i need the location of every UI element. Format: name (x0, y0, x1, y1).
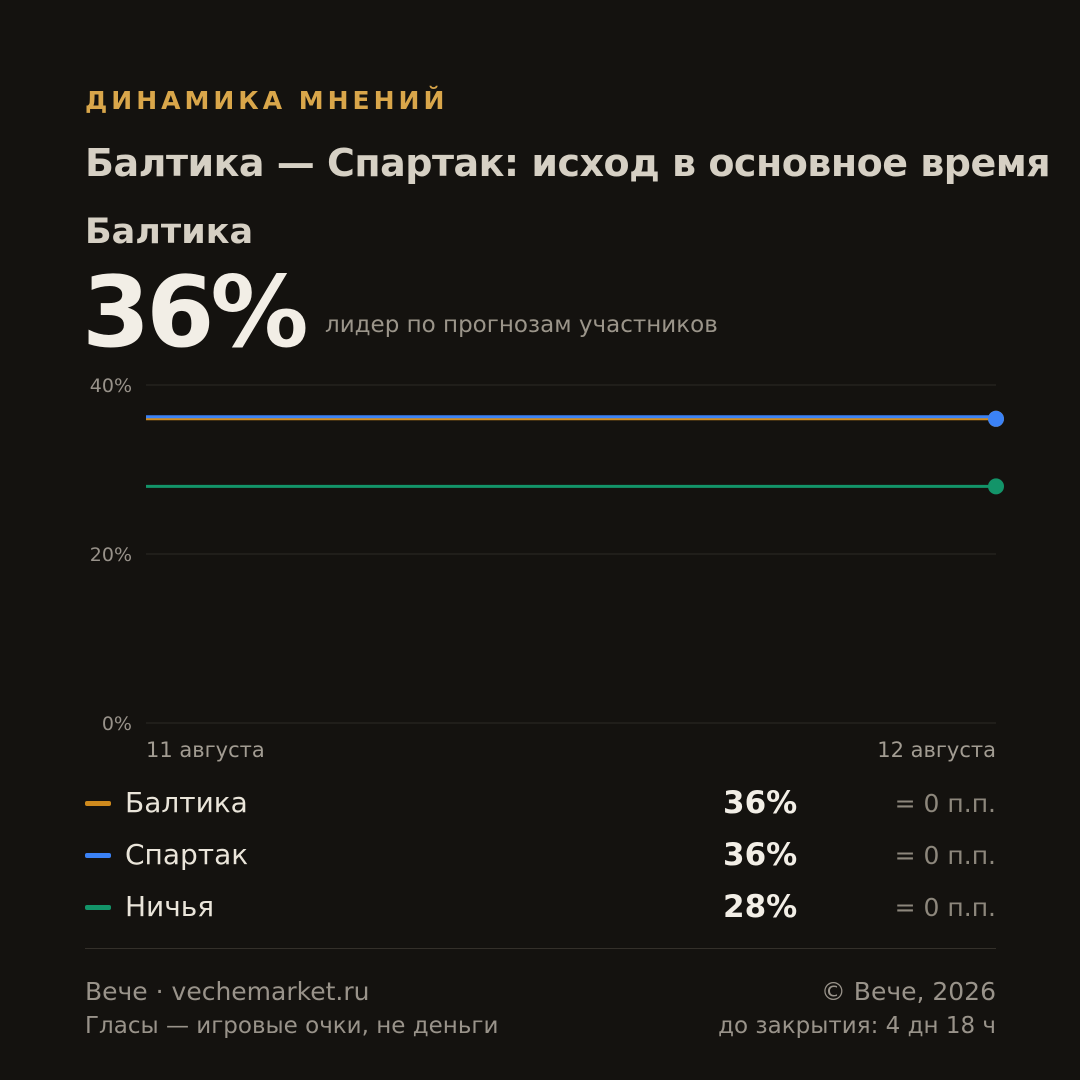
legend-item-draw: Ничья 28% = 0 п.п. (85, 889, 996, 929)
legend-value: 28% (723, 889, 798, 925)
legend-swatch (85, 853, 111, 858)
footer-copyright: © Вече, 2026 (820, 977, 996, 1006)
page-title: Балтика — Спартак: исход в основное врем… (85, 141, 1051, 185)
line-chart: 0% 20% 40% 11 августа 12 августа (90, 375, 1004, 762)
legend-item-baltika: Балтика 36% = 0 п.п. (85, 785, 996, 825)
x-tick-label: 11 августа (146, 738, 265, 762)
legend-label: Спартак (125, 838, 249, 871)
legend-value: 36% (723, 785, 798, 821)
legend-delta: = 0 п.п. (894, 841, 996, 870)
legend-item-spartak: Спартак 36% = 0 п.п. (85, 837, 996, 877)
leader-percentage: 36% (82, 256, 309, 370)
series-endpoint-2 (988, 478, 1004, 495)
footer-brand: Вече · vechemarket.ru (85, 977, 370, 1006)
x-tick-label: 12 августа (877, 738, 996, 762)
footer-note: Гласы — игровые очки, не деньги (85, 1013, 499, 1039)
legend-delta: = 0 п.п. (894, 789, 996, 818)
legend-swatch (85, 801, 111, 806)
legend-label: Ничья (125, 890, 215, 923)
closing-countdown: до закрытия: 4 дн 18 ч (718, 1013, 996, 1039)
legend-delta: = 0 п.п. (894, 893, 996, 922)
y-tick-label: 20% (90, 544, 132, 566)
footer-divider (85, 948, 996, 949)
legend-swatch (85, 905, 111, 910)
legend-label: Балтика (125, 786, 248, 819)
leader-caption: лидер по прогнозам участников (325, 312, 718, 338)
leader-name: Балтика (85, 212, 254, 252)
section-kicker: ДИНАМИКА МНЕНИЙ (85, 86, 449, 115)
y-tick-label: 0% (102, 713, 132, 735)
series-endpoint-1 (988, 410, 1004, 427)
legend-value: 36% (723, 837, 798, 873)
y-tick-label: 40% (90, 375, 132, 397)
